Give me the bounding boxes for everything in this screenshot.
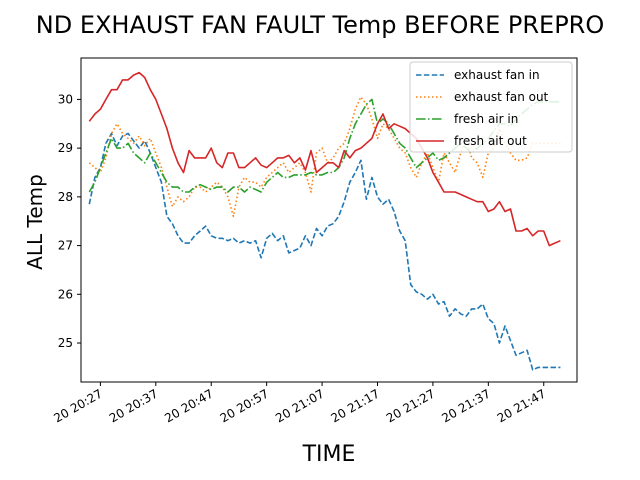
x-axis: 20 20:27 20 20:37 20 20:47 20 20:57 20 21:07…: [51, 382, 548, 425]
y-axis: 25 26 27 28 29 30: [58, 92, 81, 350]
y-tick-label: 30: [58, 92, 73, 106]
legend-entry: fresh air in: [454, 112, 518, 126]
x-tick-label: 20 21:27: [384, 386, 437, 425]
x-tick-label: 20 21:47: [495, 386, 548, 425]
x-tick-label: 20 20:47: [162, 386, 215, 425]
legend-entry: fresh ait out: [454, 134, 527, 148]
x-tick-label: 20 20:37: [107, 386, 160, 425]
x-tick-label: 20 21:37: [439, 386, 492, 425]
y-axis-label: ALL Temp: [23, 174, 47, 270]
legend-entry: exhaust fan out: [454, 90, 549, 104]
y-tick-label: 29: [58, 141, 73, 155]
series-line-1: [88, 132, 561, 371]
series-line-2: [88, 96, 561, 218]
legend-box: [409, 61, 573, 153]
series-line-4: [88, 71, 561, 247]
y-tick-label: 26: [58, 287, 73, 301]
x-tick-label: 20 21:17: [329, 386, 382, 425]
plot-frame: [80, 57, 578, 383]
x-tick-label: 20 21:07: [273, 386, 326, 425]
y-tick-label: 28: [58, 190, 73, 204]
y-tick-label: 27: [58, 239, 73, 253]
chart-title: ND EXHAUST FAN FAULT Temp BEFORE PREPRO: [36, 11, 605, 39]
legend: exhaust fan in exhaust fan out fresh air i…: [409, 61, 573, 153]
x-tick-label: 20 20:27: [51, 386, 104, 425]
x-axis-label: TIME: [302, 442, 356, 467]
x-tick-label: 20 20:57: [218, 386, 271, 425]
legend-entry: exhaust fan in: [454, 68, 540, 82]
y-tick-label: 25: [58, 336, 73, 350]
